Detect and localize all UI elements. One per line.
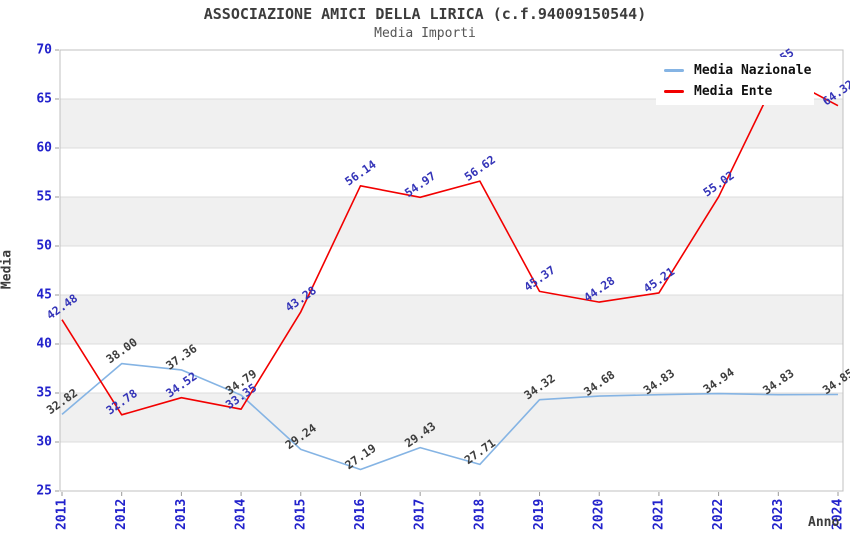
x-tick-label: 2018 [472,499,487,530]
x-tick-label: 2015 [293,499,308,530]
x-tick-label: 2014 [234,499,249,530]
y-tick-label: 40 [36,337,52,352]
x-tick-label: 2021 [651,499,666,530]
plot-band [60,344,843,393]
legend: Media Nazionale Media Ente [656,57,814,105]
series-line-media-ente [61,73,839,416]
y-tick-label: 25 [36,484,52,499]
y-axis-title: Media [0,249,15,290]
series-line-media-nazionale [61,362,839,471]
legend-label: Media Nazionale [694,63,812,78]
plot-band [60,246,843,295]
nazionale-line-swatch-icon [664,69,684,72]
plot-band [60,442,843,491]
x-tick-label: 2020 [592,499,607,530]
legend-item-ente: Media Ente [656,84,814,99]
y-tick-label: 65 [36,92,52,107]
y-tick-label: 35 [36,386,52,401]
y-tick-label: 70 [36,43,52,58]
x-tick-label: 2019 [532,499,547,530]
legend-item-nazionale: Media Nazionale [656,63,814,78]
plot-band [60,197,843,246]
plot-band [60,99,843,148]
y-tick-label: 30 [36,435,52,450]
x-tick-label: 2011 [55,499,70,530]
x-tick-label: 2013 [174,499,189,530]
x-tick-label: 2024 [831,499,846,530]
x-tick-label: 2023 [771,499,786,530]
plot-band [60,393,843,442]
legend-label: Media Ente [694,84,773,99]
ente-line-swatch-icon [664,90,684,93]
x-tick-label: 2017 [413,499,428,530]
y-tick-label: 60 [36,141,52,156]
x-tick-label: 2012 [114,499,129,530]
x-tick-label: 2016 [353,499,368,530]
chart-title: ASSOCIAZIONE AMICI DELLA LIRICA (c.f.940… [203,5,647,23]
plot-band [60,295,843,344]
chart-subtitle: Media Importi [374,26,476,41]
y-tick-label: 50 [36,239,52,254]
plot-border [59,49,844,492]
x-tick-label: 2022 [711,499,726,530]
y-tick-label: 55 [36,190,52,205]
x-axis-title: Anno [808,515,840,530]
y-tick-label: 45 [36,288,52,303]
